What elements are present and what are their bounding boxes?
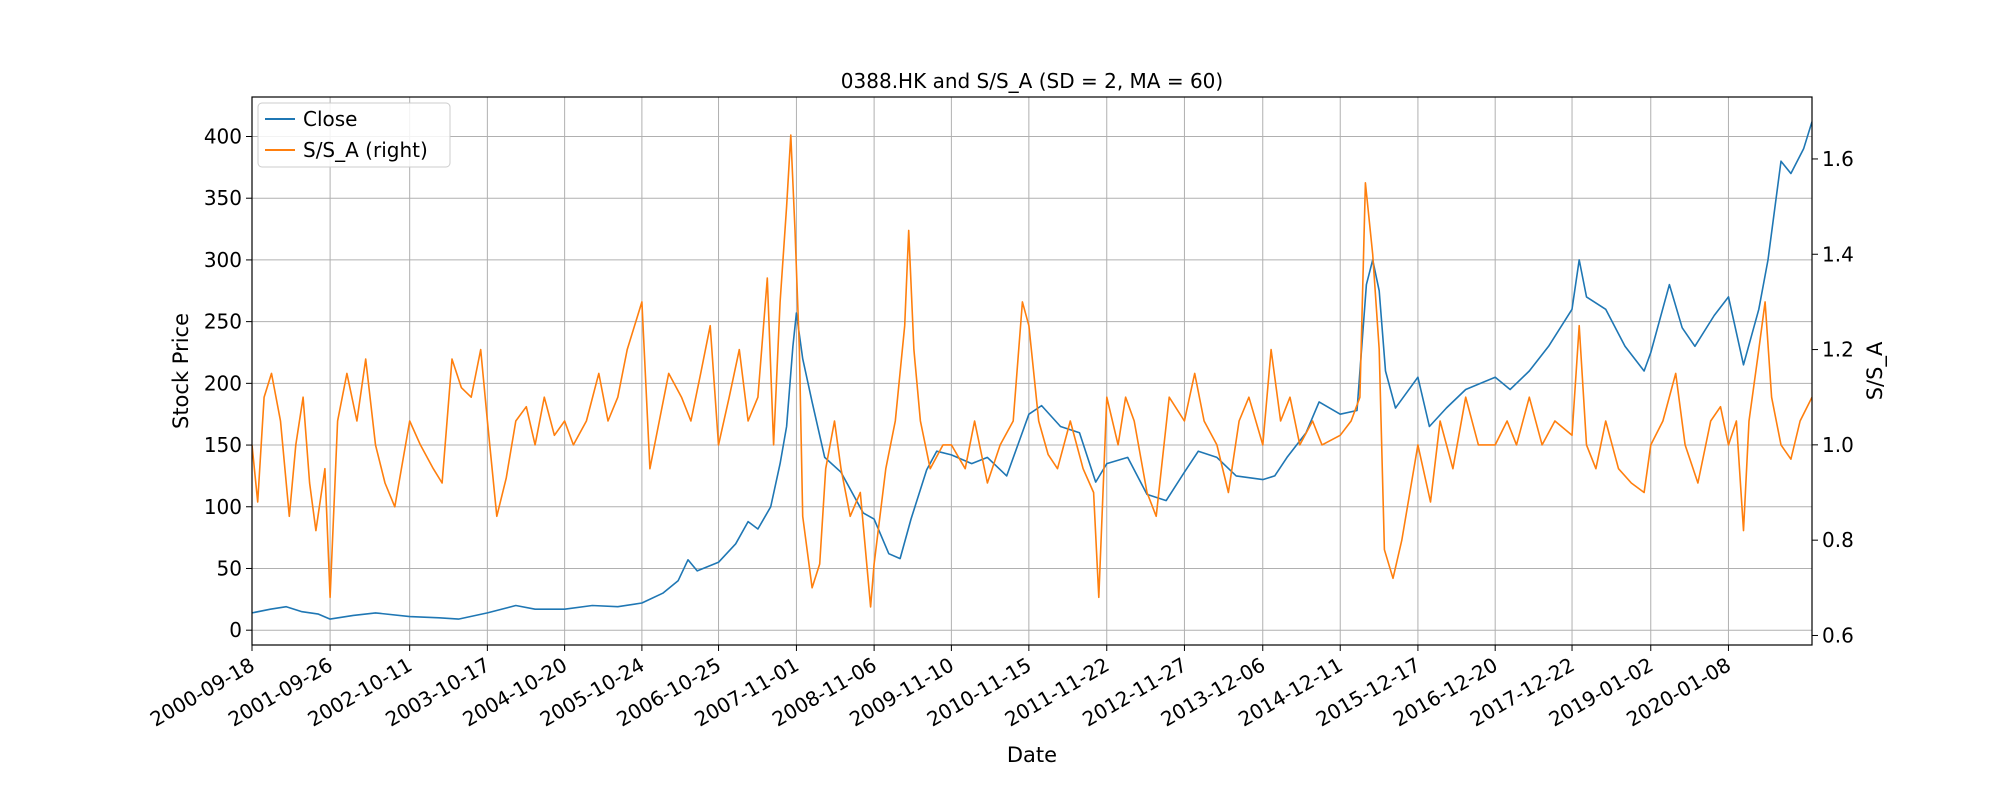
series-line-ssa xyxy=(252,134,1812,608)
y-tick-label-right: 1.6 xyxy=(1822,147,1854,171)
y-tick-label-right: 0.8 xyxy=(1822,528,1854,552)
legend-label-close: Close xyxy=(303,107,357,131)
y-tick-label-right: 1.4 xyxy=(1822,242,1854,266)
y-axis-right: 0.6 0.8 1.0 1.2 1.4 1.6 xyxy=(1812,147,1854,647)
y-tick-label-left: 50 xyxy=(217,556,242,580)
y-tick-label-left: 100 xyxy=(204,495,242,519)
y-tick-label-right: 1.2 xyxy=(1822,338,1854,362)
y-tick-label-left: 400 xyxy=(204,124,242,148)
x-axis: 2000-09-182001-09-262002-10-112003-10-17… xyxy=(146,645,1735,731)
plot-series xyxy=(252,121,1812,620)
legend: Close S/S_A (right) xyxy=(257,102,451,168)
y-tick-label-left: 150 xyxy=(204,433,242,457)
grid-lines xyxy=(251,97,1812,645)
y-axis-label-left: Stock Price xyxy=(169,313,193,429)
y-tick-label-right: 1.0 xyxy=(1822,433,1854,457)
y-tick-label-left: 200 xyxy=(204,371,242,395)
series-line-close xyxy=(252,121,1812,620)
legend-box xyxy=(257,102,451,168)
legend-label-ssa: S/S_A (right) xyxy=(303,138,428,162)
y-tick-label-right: 0.6 xyxy=(1822,623,1854,647)
y-tick-label-left: 0 xyxy=(229,618,242,642)
y-axis-label-right: S/S_A xyxy=(1863,341,1888,400)
chart-title: 0388.HK and S/S_A (SD = 2, MA = 60) xyxy=(841,69,1223,93)
y-tick-label-left: 250 xyxy=(204,310,242,334)
y-tick-label-left: 300 xyxy=(204,248,242,272)
y-axis-left: 0 50 100 150 200 250 300 350 400 xyxy=(204,124,252,642)
x-axis-label: Date xyxy=(1007,743,1057,767)
plot-frame xyxy=(251,96,1813,646)
y-tick-label-left: 350 xyxy=(204,186,242,210)
